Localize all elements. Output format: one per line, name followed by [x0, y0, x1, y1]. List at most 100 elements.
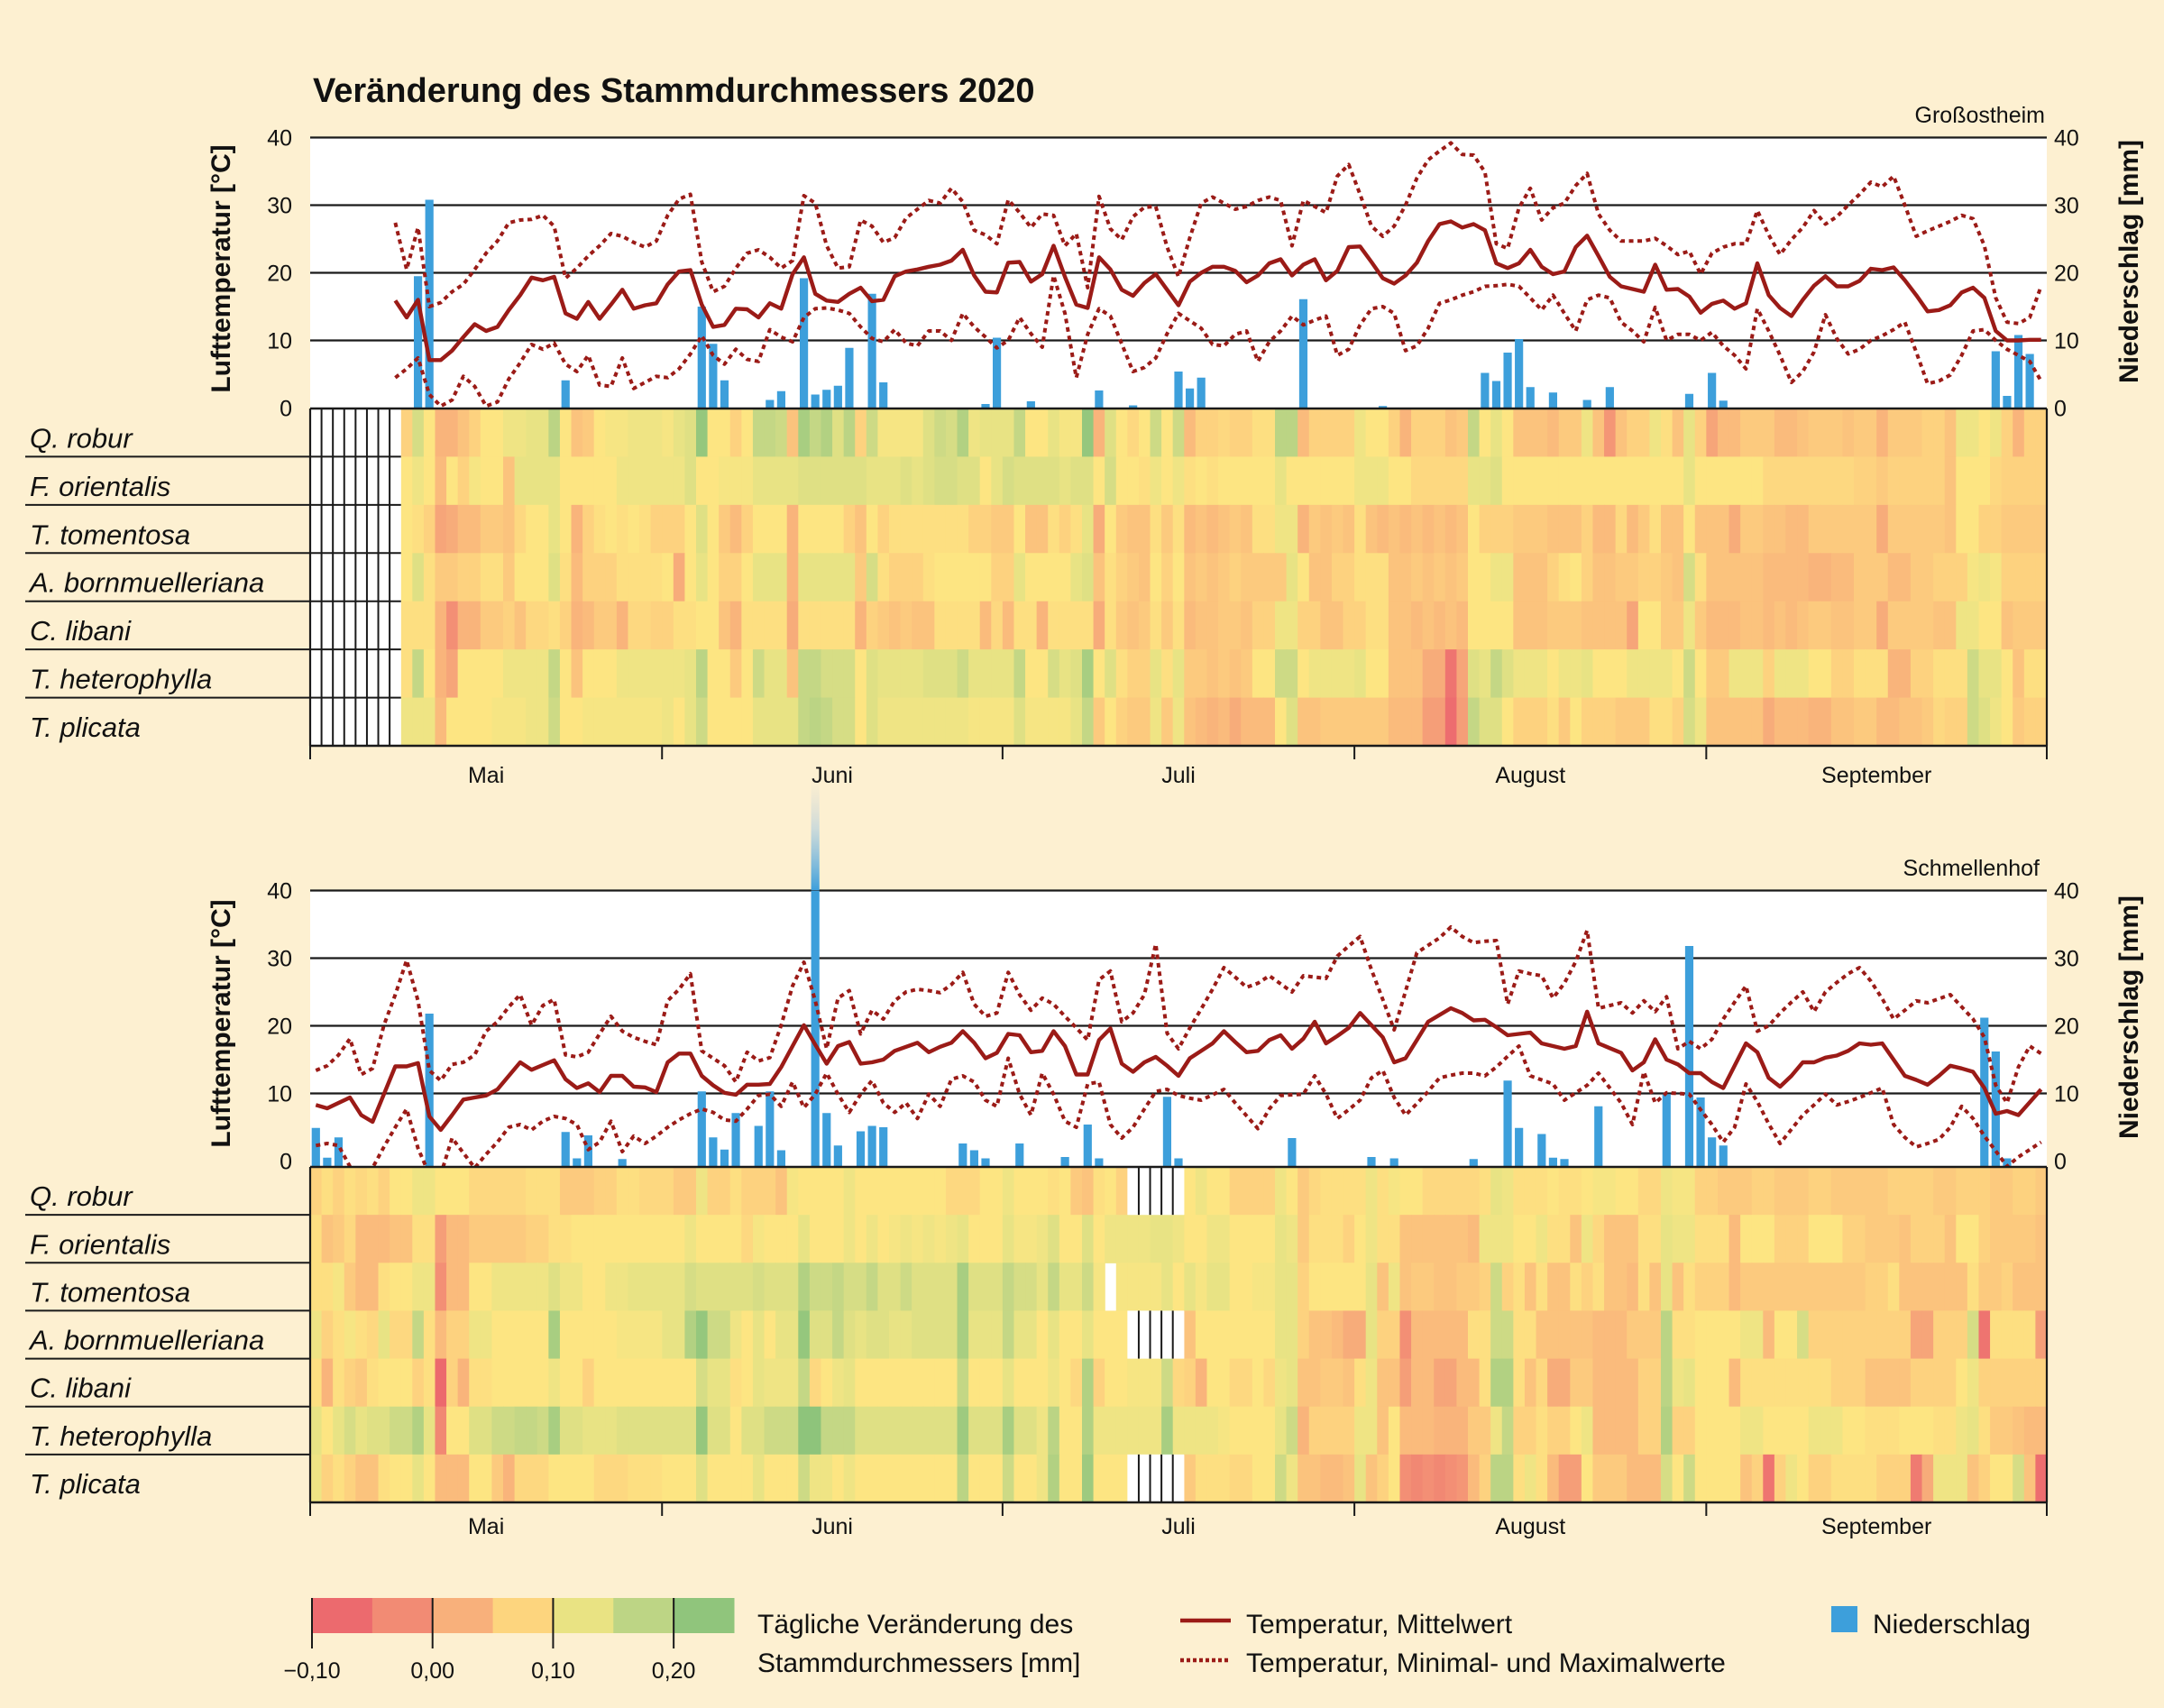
heatmap-cell — [1195, 553, 1208, 602]
heatmap-cell — [1241, 553, 1253, 602]
heatmap-cell — [707, 1358, 720, 1408]
heatmap-cell — [1025, 1406, 1038, 1455]
heatmap-cell — [1921, 553, 1934, 602]
precipitation-bar — [776, 1150, 786, 1167]
heatmap-cell — [1229, 504, 1242, 554]
heatmap-cell — [741, 1406, 754, 1455]
heatmap-cell — [877, 1310, 890, 1360]
heatmap-cell — [1184, 1310, 1197, 1360]
heatmap-cell — [1161, 1215, 1174, 1263]
heatmap-cell — [526, 1454, 538, 1503]
heatmap-cell — [843, 1310, 856, 1360]
heatmap-cell — [1479, 409, 1491, 458]
heatmap-cell — [1082, 1263, 1095, 1312]
heatmap-cell — [1308, 1215, 1321, 1263]
heatmap-cell — [1978, 1310, 1991, 1360]
heatmap-cell — [832, 1406, 845, 1455]
heatmap-cell — [1717, 1406, 1730, 1455]
heatmap-cell — [1899, 1406, 1912, 1455]
heatmap-cell — [1025, 456, 1038, 506]
heatmap-cell — [1263, 1310, 1276, 1360]
heatmap-cell — [719, 697, 731, 747]
heatmap-cell — [1229, 1167, 1242, 1216]
heatmap-cell — [435, 504, 447, 554]
y-tick-label-left: 0 — [280, 1150, 292, 1175]
heatmap-cell — [1876, 456, 1889, 506]
heatmap-cell — [1252, 409, 1265, 458]
heatmap-cell — [1649, 1454, 1662, 1503]
heatmap-cell — [922, 1263, 935, 1312]
heatmap-cell — [832, 1310, 845, 1360]
heatmap-cell — [1025, 1167, 1038, 1216]
heatmap-cell — [526, 1263, 538, 1312]
heatmap-cell — [979, 601, 992, 650]
heatmap-cell — [2035, 504, 2048, 554]
heatmap-cell — [741, 1454, 754, 1503]
heatmap-cell — [1524, 1406, 1537, 1455]
heatmap-cell — [1297, 504, 1310, 554]
heatmap-cell — [423, 553, 436, 602]
heatmap-cell — [1774, 1167, 1787, 1216]
heatmap-cell — [1751, 1454, 1764, 1503]
heatmap-cell — [832, 1263, 845, 1312]
heatmap-cell — [1820, 601, 1832, 650]
heatmap-cell — [1683, 456, 1696, 506]
heatmap-cell — [1683, 504, 1696, 554]
heatmap-cell — [480, 553, 493, 602]
heatmap-cell — [1967, 1358, 1980, 1408]
heatmap-cell — [673, 1454, 686, 1503]
heatmap-cell — [469, 1310, 481, 1360]
heatmap-cell — [1206, 409, 1219, 458]
heatmap-cell — [536, 456, 549, 506]
heatmap-cell — [1434, 1406, 1446, 1455]
heatmap-cell — [764, 1263, 776, 1312]
heatmap-cell — [1025, 1310, 1038, 1360]
temperature-max-line — [393, 141, 2043, 326]
heatmap-cell — [400, 456, 413, 506]
heatmap-cell — [1218, 601, 1231, 650]
heatmap-cell — [378, 1215, 390, 1263]
heatmap-cell — [707, 504, 720, 554]
precipitation-bar — [1503, 353, 1512, 409]
heatmap-cell — [1036, 649, 1049, 699]
heatmap-cell — [1343, 1263, 1355, 1312]
heatmap-cell — [628, 553, 640, 602]
heatmap-cell — [1592, 1215, 1605, 1263]
heatmap-cell — [1082, 1406, 1095, 1455]
heatmap-cell — [1570, 601, 1582, 650]
heatmap-cell — [1184, 649, 1197, 699]
heatmap-cell — [1206, 1358, 1219, 1408]
heatmap-cell — [1377, 456, 1389, 506]
heatmap-cell — [480, 1454, 493, 1503]
heatmap-cell — [991, 1358, 1004, 1408]
heatmap-cell — [1263, 1215, 1276, 1263]
heatmap-cell — [1933, 456, 1946, 506]
heatmap-cell — [1399, 409, 1412, 458]
heatmap-cell — [1036, 456, 1049, 506]
heatmap-cell — [1218, 409, 1231, 458]
heatmap-cell — [582, 1263, 595, 1312]
heatmap-cell — [1536, 1310, 1548, 1360]
heatmap-cell — [469, 1215, 481, 1263]
heatmap-cell — [1763, 1310, 1775, 1360]
heatmap-cell — [1978, 1263, 1991, 1312]
heatmap-cell — [1570, 697, 1582, 747]
heatmap-cell — [912, 601, 924, 650]
heatmap-cell — [1195, 504, 1208, 554]
heatmap-cell — [1854, 504, 1866, 554]
heatmap-cell — [1105, 409, 1117, 458]
heatmap-cell — [1842, 1263, 1855, 1312]
y-tick-label-left: 40 — [267, 879, 292, 905]
heatmap-cell — [1150, 1358, 1162, 1408]
heatmap-cell — [889, 456, 902, 506]
heatmap-cell — [2023, 504, 2037, 554]
heatmap-cell — [775, 409, 788, 458]
heatmap-cell — [1434, 697, 1446, 747]
month-label: Juni — [812, 1514, 853, 1539]
heatmap-cell — [1887, 504, 1900, 554]
heatmap-cell — [390, 1310, 402, 1360]
heatmap-cell — [2001, 409, 2013, 458]
heatmap-cell — [1933, 649, 1946, 699]
heatmap-cell — [2013, 504, 2025, 554]
heatmap-cell — [1206, 1215, 1219, 1263]
